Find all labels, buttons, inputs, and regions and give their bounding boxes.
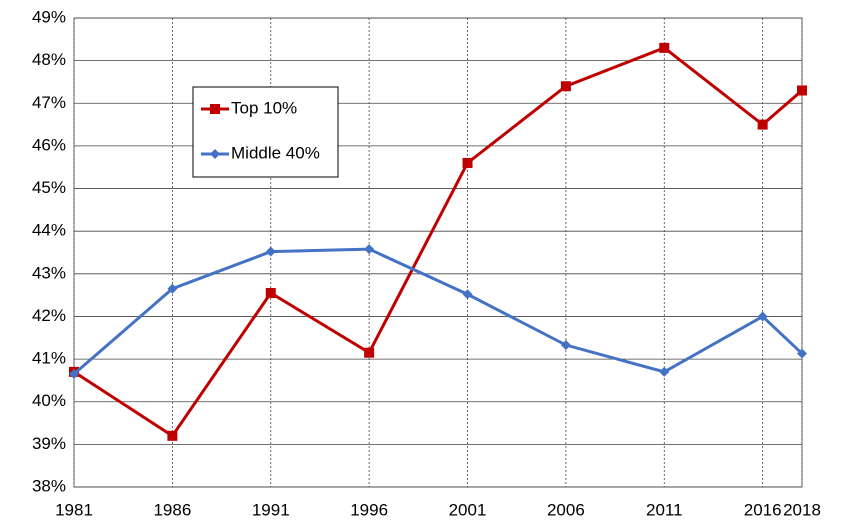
y-tick-label: 44% — [32, 221, 66, 240]
y-tick-label: 40% — [32, 391, 66, 410]
data-point — [560, 340, 571, 351]
x-tick-label: 2001 — [449, 500, 487, 519]
y-tick-label: 49% — [32, 7, 66, 26]
y-tick-label: 41% — [32, 349, 66, 368]
x-tick-label: 2018 — [783, 500, 821, 519]
legend-box — [192, 86, 339, 178]
legend-label: Top 10% — [231, 98, 297, 117]
y-tick-label: 38% — [32, 476, 66, 495]
legend-label: Middle 40% — [231, 143, 320, 162]
x-tick-label: 1996 — [350, 500, 388, 519]
y-tick-label: 48% — [32, 50, 66, 69]
data-point — [167, 283, 178, 294]
series-line — [73, 247, 804, 376]
y-tick-label: 42% — [32, 306, 66, 325]
y-tick-label: 47% — [32, 93, 66, 112]
plot-frame — [73, 17, 803, 488]
x-tick-label: 2016 — [744, 500, 782, 519]
data-point — [757, 119, 768, 130]
data-point — [462, 157, 473, 168]
data-point — [69, 369, 79, 380]
data-point — [659, 42, 670, 53]
y-tick-label: 46% — [32, 135, 66, 154]
x-tick-label: 1981 — [55, 500, 93, 519]
y-tick-label: 39% — [32, 434, 66, 453]
x-tick-label: 2011 — [646, 500, 683, 519]
data-point — [364, 347, 375, 358]
data-point — [167, 430, 178, 441]
data-point — [265, 246, 276, 257]
data-point — [265, 288, 276, 299]
y-tick-label: 45% — [32, 178, 66, 197]
y-tick-label: 43% — [32, 263, 66, 282]
series-line — [73, 46, 803, 438]
legend-marker — [210, 149, 220, 159]
x-tick-label: 1986 — [153, 500, 191, 519]
data-point — [797, 348, 807, 359]
data-point — [364, 244, 375, 255]
x-tick-label: 1991 — [252, 500, 290, 519]
data-point — [462, 289, 473, 300]
data-point — [659, 366, 670, 377]
data-point — [757, 311, 768, 322]
data-point — [560, 81, 571, 92]
x-tick-label: 2006 — [547, 500, 585, 519]
data-point — [797, 85, 807, 96]
legend-marker — [210, 104, 220, 114]
